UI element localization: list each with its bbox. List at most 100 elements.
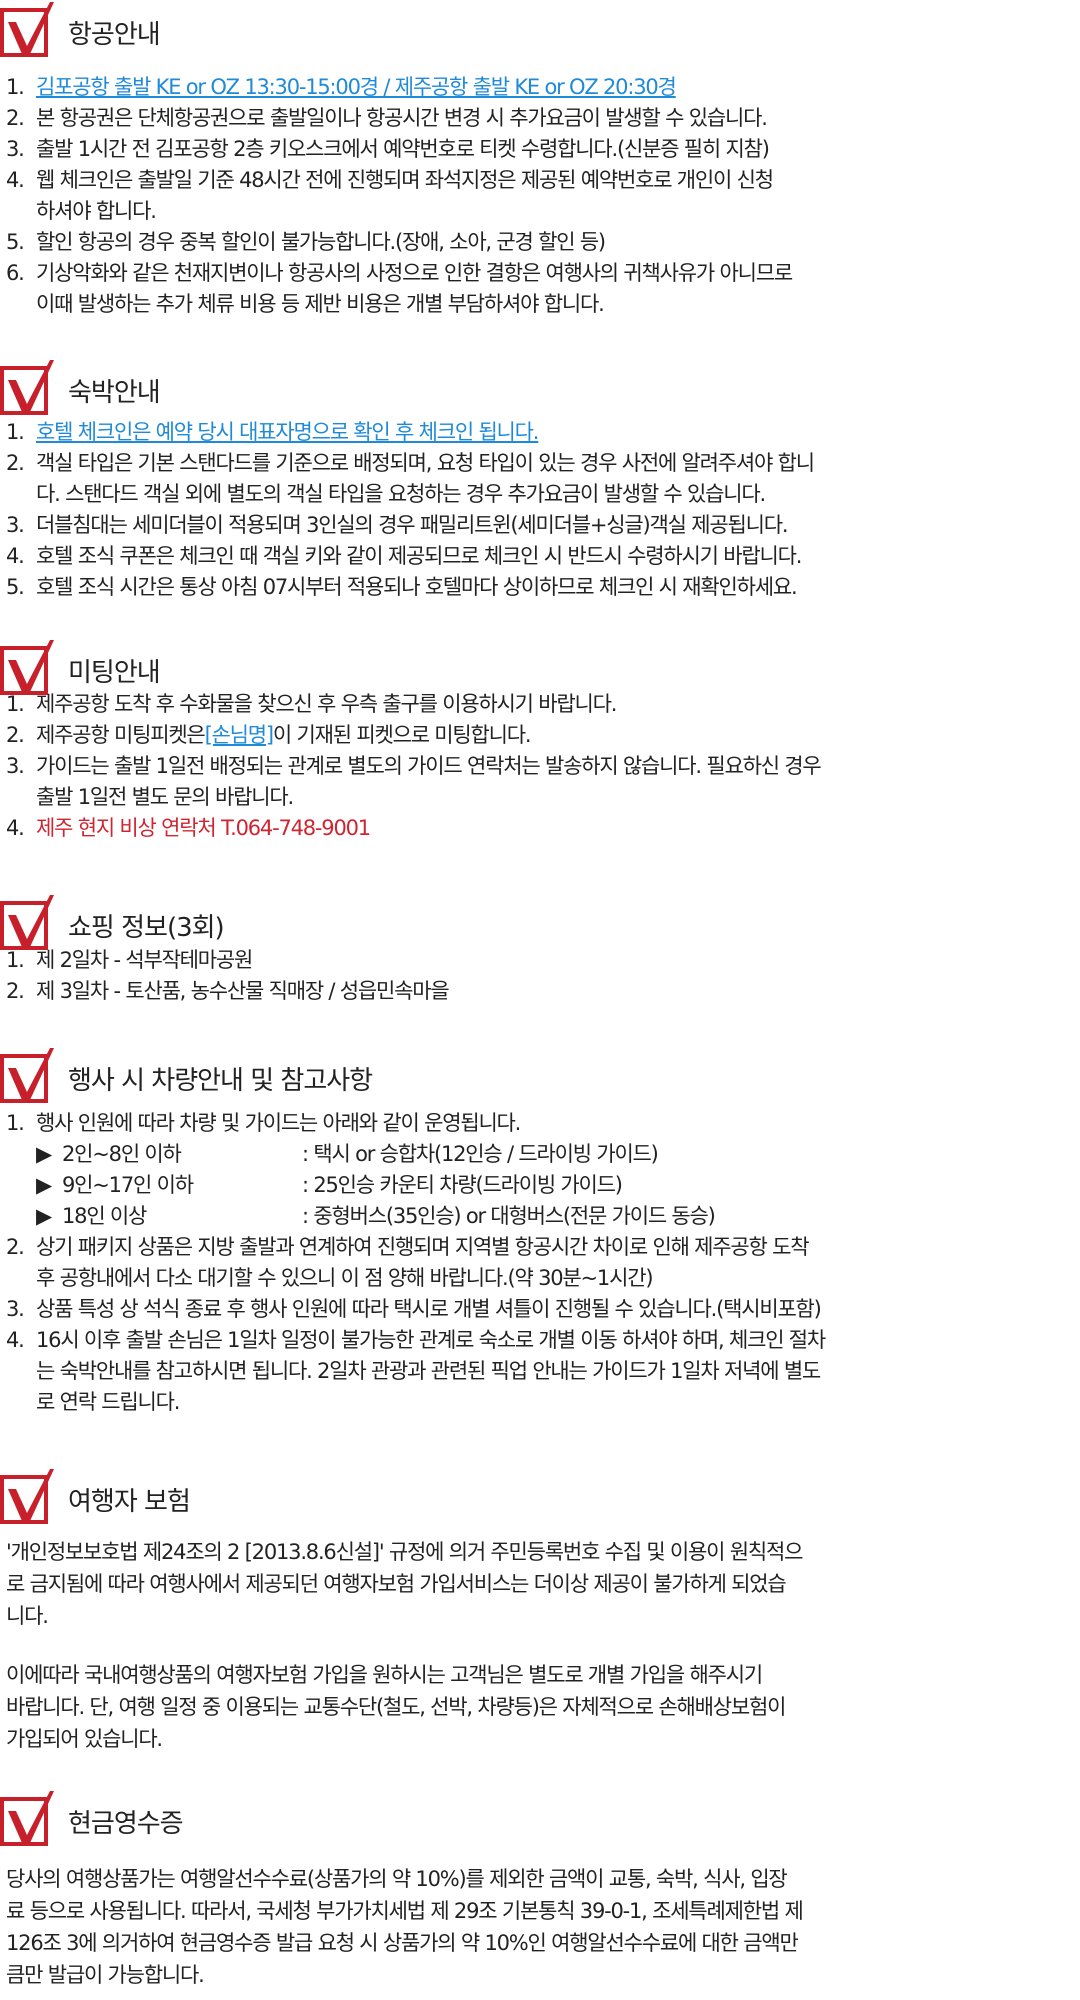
section-header: 여행자 보험	[0, 1467, 1080, 1525]
section-title: 숙박안내	[68, 378, 161, 408]
paragraph-line: 니다.	[6, 1604, 49, 1628]
list-item: 2. 본 항공권은 단체항공권으로 출발일이나 항공시간 변경 시 추가요금이 발…	[6, 103, 792, 134]
item-number: 3.	[6, 1297, 25, 1321]
section-flight: 항공안내 1. 김포공항 출발 KE or OZ 13:30-15:00경 / 제…	[0, 0, 1080, 316]
item-text: 기상악화와 같은 천재지변이나 항공사의 사정으로 인한 결항은 여행사의 귀책…	[36, 261, 793, 285]
list-item: 3. 가이드는 출발 1일전 배정되는 관계로 별도의 가이드 연락처는 발송하지…	[6, 751, 822, 782]
guest-name-link[interactable]: [손님명]	[204, 723, 275, 747]
red-checkbox-icon	[0, 2, 54, 57]
item-number: 1.	[6, 420, 25, 444]
section-hotel: 숙박안내 1. 호텔 체크인은 예약 당시 대표자명으로 확인 후 체크인 됩니다…	[0, 358, 1080, 599]
paragraph-line: 료 등으로 사용됩니다. 따라서, 국세청 부가가치세법 제 29조 기본통칙 …	[6, 1899, 804, 1923]
group-size: 2인~8인 이하	[62, 1142, 182, 1166]
item-number: 1.	[6, 75, 25, 99]
item-text: 제 3일차 - 토산품, 농수산물 직매장 / 성읍민속마을	[36, 979, 450, 1003]
vehicle-items: 2. 상기 패키지 상품은 지방 출발과 연계하여 진행되며 지역별 항공시간 차…	[6, 1232, 826, 1418]
list-item[interactable]: 1. 호텔 체크인은 예약 당시 대표자명으로 확인 후 체크인 됩니다.	[6, 417, 814, 448]
section-cash-receipt: 현금영수증 당사의 여행상품가는 여행알선수수료(상품가의 약 10%)를 제외…	[0, 1789, 1080, 1987]
item-text: 상기 패키지 상품은 지방 출발과 연계하여 진행되며 지역별 항공시간 차이로…	[36, 1235, 810, 1259]
section-title: 여행자 보험	[68, 1487, 191, 1517]
section-title: 현금영수증	[68, 1809, 184, 1839]
insurance-paragraph-2: 이에따라 국내여행상품의 여행자보험 가입을 원하시는 고객님은 별도로 개별 …	[6, 1659, 1076, 1755]
list-item[interactable]: 1. 김포공항 출발 KE or OZ 13:30-15:00경 / 제주공항 출…	[6, 72, 792, 103]
list-item: 4. 호텔 조식 쿠폰은 체크인 때 객실 키와 같이 제공되므로 체크인 시 반…	[6, 541, 814, 572]
paragraph-line: 가입되어 있습니다.	[6, 1727, 163, 1751]
item-text: 출발 1시간 전 김포공항 2층 키오스크에서 예약번호로 티켓 수령합니다.(…	[36, 137, 770, 161]
item-text: 가이드는 출발 1일전 배정되는 관계로 별도의 가이드 연락처는 발송하지 않…	[36, 754, 822, 778]
red-checkbox-icon	[0, 1048, 54, 1103]
emergency-contact: 제주 현지 비상 연락처 T.064-748-9001	[36, 816, 371, 840]
flight-list: 1. 김포공항 출발 KE or OZ 13:30-15:00경 / 제주공항 출…	[6, 72, 793, 320]
section-vehicle: 행사 시 차량안내 및 참고사항 1. 행사 인원에 따라 차량 및 가이드는 아…	[0, 1046, 1080, 1414]
section-title: 항공안내	[68, 20, 161, 50]
vehicle-type: : 중형버스(35인승) or 대형버스(전문 가이드 동승)	[302, 1204, 716, 1228]
list-item: 3. 상품 특성 상 석식 종료 후 행사 인원에 따라 택시로 개별 셔틀이 진…	[6, 1294, 825, 1325]
section-header: 미팅안내	[0, 638, 1080, 696]
red-checkbox-icon	[0, 1791, 54, 1846]
item-text: 웹 체크인은 출발일 기준 48시간 전에 진행되며 좌석지정은 제공된 예약번…	[36, 168, 774, 192]
section-title: 쇼핑 정보(3회)	[68, 913, 225, 943]
item-number: 3.	[6, 513, 25, 537]
item-text-continued: 로 연락 드립니다.	[36, 1390, 180, 1414]
paragraph-line: 이에따라 국내여행상품의 여행자보험 가입을 원하시는 고객님은 별도로 개별 …	[6, 1663, 763, 1687]
item-link[interactable]: 호텔 체크인은 예약 당시 대표자명으로 확인 후 체크인 됩니다.	[36, 420, 539, 444]
list-item: 2. 객실 타입은 기본 스탠다드를 기준으로 배정되며, 요청 타입이 있는 경…	[6, 448, 815, 479]
red-checkbox-icon	[0, 360, 54, 415]
section-meeting: 미팅안내 1. 제주공항 도착 후 수화물을 찾으신 후 우측 출구를 이용하시기…	[0, 638, 1080, 840]
list-item: 2. 제주공항 미팅피켓은 [손님명] 이 기재된 피켓으로 미팅합니다.	[6, 720, 821, 751]
item-number: 5.	[6, 230, 25, 254]
list-item: 4. 16시 이후 출발 손님은 1일차 일정이 불가능한 관계로 숙소로 개별 …	[6, 1325, 826, 1356]
item-number: 1.	[6, 692, 25, 716]
item-text: 제 2일차 - 석부작테마공원	[36, 948, 253, 972]
item-number: 1.	[6, 1111, 25, 1135]
section-shopping: 쇼핑 정보(3회) 1. 제 2일차 - 석부작테마공원 2. 제 3일차 - 토산품…	[0, 893, 1080, 1003]
list-item: 6. 기상악화와 같은 천재지변이나 항공사의 사정으로 인한 결항은 여행사의 …	[6, 258, 793, 289]
item-text: 객실 타입은 기본 스탠다드를 기준으로 배정되며, 요청 타입이 있는 경우 …	[36, 451, 815, 475]
item-text: 호텔 조식 시간은 통상 아침 07시부터 적용되나 호텔마다 상이하므로 체크…	[36, 575, 798, 599]
hotel-list: 1. 호텔 체크인은 예약 당시 대표자명으로 확인 후 체크인 됩니다. 2. 객실…	[6, 417, 815, 603]
item-text: 16시 이후 출발 손님은 1일차 일정이 불가능한 관계로 숙소로 개별 이동…	[36, 1328, 826, 1352]
item-text-continued: 출발 1일전 별도 문의 바랍니다.	[36, 785, 294, 809]
item-text: 행사 인원에 따라 차량 및 가이드는 아래와 같이 운영됩니다.	[36, 1111, 521, 1135]
vehicle-option: ▶ 18인 이상: 중형버스(35인승) or 대형버스(전문 가이드 동승)	[6, 1201, 825, 1232]
red-checkbox-icon	[0, 895, 54, 950]
item-number: 4.	[6, 168, 25, 192]
vehicle-option: ▶ 9인~17인 이하: 25인승 카운티 차량(드라이빙 가이드)	[6, 1170, 825, 1201]
section-header: 숙박안내	[0, 358, 1080, 416]
list-item: 4. 제주 현지 비상 연락처 T.064-748-9001	[6, 813, 821, 844]
item-text-continued: 후 공항내에서 다소 대기할 수 있으니 이 점 양해 바랍니다.(약 30분~…	[36, 1266, 654, 1290]
item-number: 5.	[6, 575, 25, 599]
red-checkbox-icon	[0, 1469, 54, 1524]
paragraph-line: '개인정보보호법 제24조의 2 [2013.8.6신설]' 규정에 의거 주민…	[6, 1540, 803, 1564]
list-item: 1. 행사 인원에 따라 차량 및 가이드는 아래와 같이 운영됩니다.	[6, 1108, 825, 1139]
list-item: 4. 웹 체크인은 출발일 기준 48시간 전에 진행되며 좌석지정은 제공된 예…	[6, 165, 792, 196]
group-size: 9인~17인 이하	[62, 1173, 194, 1197]
item-text: 할인 항공의 경우 중복 할인이 불가능합니다.(장애, 소아, 군경 할인 등…	[36, 230, 606, 254]
item-number: 4.	[6, 1328, 25, 1352]
item-text: 제주공항 도착 후 수화물을 찾으신 후 우측 출구를 이용하시기 바랍니다.	[36, 692, 617, 716]
vehicle-type: : 택시 or 승합차(12인승 / 드라이빙 가이드)	[302, 1142, 659, 1166]
item-link[interactable]: 김포공항 출발 KE or OZ 13:30-15:00경 / 제주공항 출발 …	[36, 75, 677, 99]
item-text: 상품 특성 상 석식 종료 후 행사 인원에 따라 택시로 개별 셔틀이 진행될…	[36, 1297, 822, 1321]
arrow-icon: ▶	[36, 1173, 52, 1197]
item-text: 제주공항 미팅피켓은	[36, 723, 206, 747]
item-text-continued: 하셔야 합니다.	[36, 199, 157, 223]
item-number: 1.	[6, 948, 25, 972]
list-item: 1. 제주공항 도착 후 수화물을 찾으신 후 우측 출구를 이용하시기 바랍니다…	[6, 689, 821, 720]
arrow-icon: ▶	[36, 1142, 52, 1166]
item-number: 2.	[6, 723, 25, 747]
item-text: 호텔 조식 쿠폰은 체크인 때 객실 키와 같이 제공되므로 체크인 시 반드시…	[36, 544, 802, 568]
insurance-paragraph-1: '개인정보보호법 제24조의 2 [2013.8.6신설]' 규정에 의거 주민…	[6, 1536, 1076, 1632]
paragraph-line: 로 금지됨에 따라 여행사에서 제공되던 여행자보험 가입서비스는 더이상 제공…	[6, 1572, 787, 1596]
shopping-list: 1. 제 2일차 - 석부작테마공원 2. 제 3일차 - 토산품, 농수산물 직매장…	[6, 945, 450, 1007]
list-item: 1. 제 2일차 - 석부작테마공원	[6, 945, 449, 976]
item-text: 더블침대는 세미더블이 적용되며 3인실의 경우 패밀리트윈(세미더블+싱글)객…	[36, 513, 789, 537]
vehicle-list: 1. 행사 인원에 따라 차량 및 가이드는 아래와 같이 운영됩니다. ▶ 2인~…	[6, 1108, 826, 1418]
paragraph-line: 바랍니다. 단, 여행 일정 중 이용되는 교통수단(철도, 선박, 차량등)은…	[6, 1695, 786, 1719]
section-insurance: 여행자 보험 '개인정보보호법 제24조의 2 [2013.8.6신설]' 규정…	[0, 1467, 1080, 1751]
group-size: 18인 이상	[62, 1204, 147, 1228]
item-text-continued: 는 숙박안내를 참고하시면 됩니다. 2일차 관광과 관련된 픽업 안내는 가이…	[36, 1359, 821, 1383]
vehicle-options: ▶ 2인~8인 이하 : 택시 or 승합차(12인승 / 드라이빙 가이드) ▶ 9인…	[6, 1139, 825, 1232]
item-text: 본 항공권은 단체항공권으로 출발일이나 항공시간 변경 시 추가요금이 발생할…	[36, 106, 768, 130]
list-item: 2. 상기 패키지 상품은 지방 출발과 연계하여 진행되며 지역별 항공시간 차…	[6, 1232, 825, 1263]
